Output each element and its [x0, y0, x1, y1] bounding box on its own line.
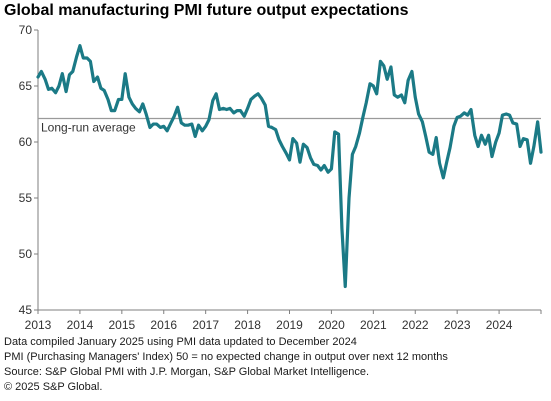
x-tick-label: 2020 [318, 318, 345, 332]
y-tick-label: 70 [19, 23, 33, 37]
note-pmi-definition: PMI (Purchasing Managers' Index) 50 = no… [4, 351, 448, 363]
x-tick-label: 2015 [108, 318, 135, 332]
x-tick-label: 2014 [67, 318, 94, 332]
note-source: Source: S&P Global PMI with J.P. Morgan,… [4, 366, 370, 378]
x-tick-label: 2013 [25, 318, 52, 332]
x-tick-label: 2016 [150, 318, 177, 332]
x-tick-label: 2024 [486, 318, 513, 332]
x-tick-label: 2022 [402, 318, 429, 332]
long-run-average-group: Long-run average [38, 117, 541, 134]
note-data-compiled: Data compiled January 2025 using PMI dat… [4, 336, 357, 348]
x-tick-label: 2019 [276, 318, 303, 332]
series-group [36, 44, 543, 289]
x-axis: 2013 2014 2015 2016 2017 2018 2019 2020 2021 2022… [25, 309, 542, 332]
chart-notes: Data compiled January 2025 using PMI dat… [4, 335, 448, 395]
series-line [36, 44, 543, 289]
long-run-average-label: Long-run average [41, 120, 136, 134]
y-tick-label: 60 [19, 135, 33, 149]
y-axis: 45 50 55 60 65 70 [19, 23, 39, 317]
x-tick-label: 2021 [360, 318, 387, 332]
y-tick-label: 45 [19, 303, 33, 317]
x-tick-label: 2023 [444, 318, 471, 332]
note-copyright: © 2025 S&P Global. [4, 381, 103, 393]
chart-title: Global manufacturing PMI future output e… [4, 2, 409, 19]
y-tick-label: 55 [19, 191, 33, 205]
y-tick-label: 50 [19, 247, 33, 261]
y-tick-label: 65 [19, 79, 33, 93]
x-tick-label: 2018 [234, 318, 261, 332]
x-tick-label: 2017 [192, 318, 219, 332]
